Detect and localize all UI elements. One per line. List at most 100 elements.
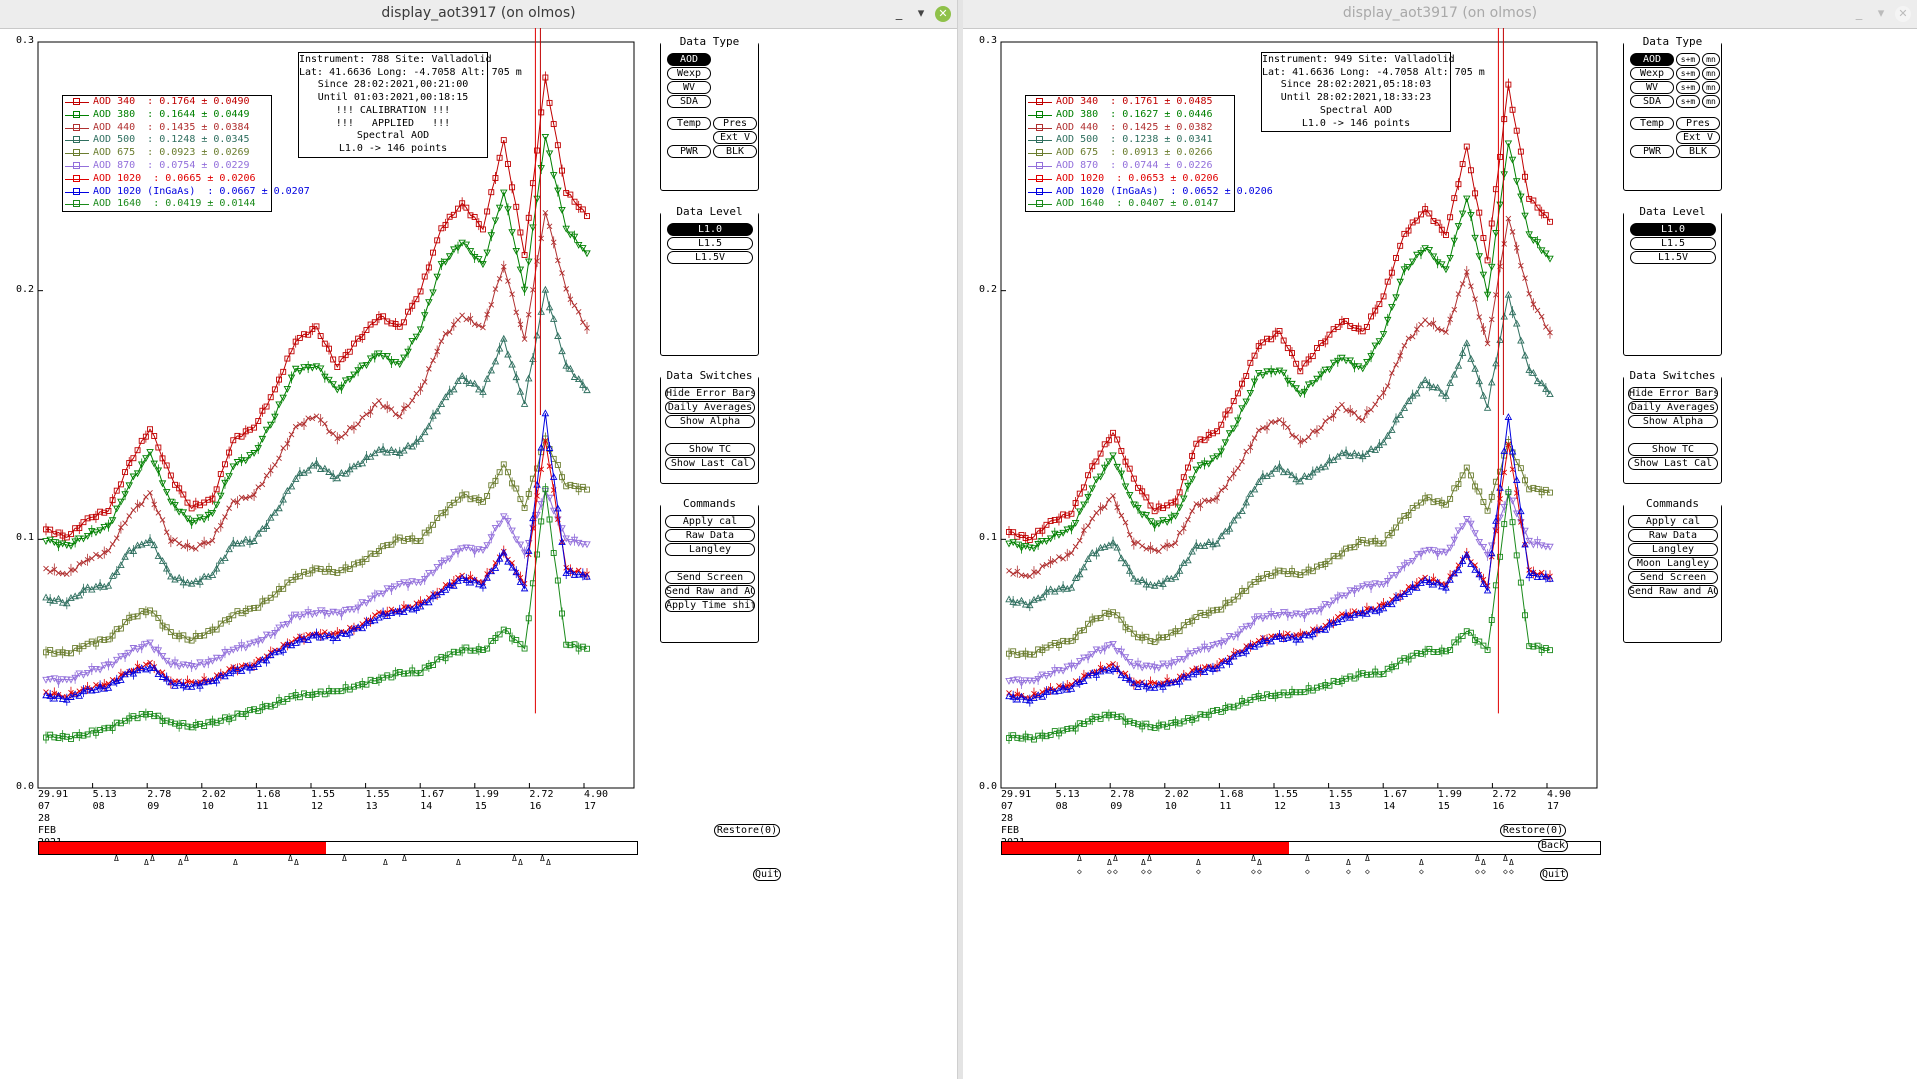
data-type-button-sda[interactable]: SDA [1630,95,1674,108]
data-point [1521,351,1529,359]
day-marker-icon: Δ [288,854,293,863]
data-type-extra-mn[interactable]: mn [1702,81,1720,94]
data-type-button-sda[interactable]: SDA [667,95,711,108]
data-point [187,516,196,529]
switch-button-show-alpha[interactable]: Show Alpha [665,415,755,428]
date-label: 28 [1001,813,1014,824]
data-level-button-l1-5v[interactable]: L1.5V [667,251,753,264]
minimize-icon[interactable]: _ [1855,6,1863,21]
data-type-extra-mn[interactable]: mn [1702,67,1720,80]
data-point [1388,526,1395,539]
switch-button-show-tc[interactable]: Show TC [1628,443,1718,456]
data-type-button-wexp[interactable]: Wexp [667,67,711,80]
data-point [1447,214,1454,221]
command-button-raw-data[interactable]: Raw Data [1628,529,1718,542]
data-point [1368,313,1375,320]
data-point [413,670,420,677]
switch-button-show-tc[interactable]: Show TC [665,443,755,456]
data-point [1300,472,1309,479]
command-button-langley[interactable]: Langley [1628,543,1718,556]
data-point [272,462,278,468]
command-button-send-screen[interactable]: Send Screen [665,571,755,584]
data-point [212,674,221,687]
data-point [1071,574,1080,581]
command-button-send-raw-and-aod[interactable]: Send Raw and AOD [665,585,755,598]
data-type-button-pres[interactable]: Pres [1676,117,1720,130]
data-point [1189,667,1195,673]
timeline-bar[interactable] [1001,841,1601,855]
x-tick-label: 1.99 15 [1438,789,1462,813]
data-type-extra-s-m[interactable]: s+m [1676,53,1700,66]
switch-button-show-last-cal[interactable]: Show Last Cal [665,457,755,470]
data-type-button-wv[interactable]: WV [1630,81,1674,94]
data-type-extra-s-m[interactable]: s+m [1676,95,1700,108]
maximize-icon[interactable]: ▾ [1877,6,1885,21]
maximize-icon[interactable]: ▾ [917,6,925,21]
data-type-extra-s-m[interactable]: s+m [1676,67,1700,80]
data-point [525,311,532,318]
data-level-button-l1-0[interactable]: L1.0 [667,223,753,236]
series-line-aod-1640 [1008,492,1551,741]
data-point [1488,490,1495,503]
data-point [1314,563,1320,570]
data-type-button-pwr[interactable]: PWR [667,145,711,158]
data-type-button-temp[interactable]: Temp [1630,117,1674,130]
data-level-button-l1-0[interactable]: L1.0 [1630,223,1716,236]
data-point [1358,583,1367,591]
close-icon[interactable]: ✕ [935,6,951,22]
data-type-button-aod[interactable]: AOD [1630,53,1674,66]
data-point [1297,689,1304,696]
data-type-button-aod[interactable]: AOD [667,53,711,66]
command-button-apply-time-shift[interactable]: Apply Time shift [665,599,755,612]
close-icon[interactable]: ✕ [1895,6,1911,22]
day-marker-icon: Δ [150,854,155,863]
command-button-raw-data[interactable]: Raw Data [665,529,755,542]
switch-button-daily-averages[interactable]: Daily Averages [1628,401,1718,414]
data-level-button-l1-5[interactable]: L1.5 [667,237,753,250]
data-type-extra-mn[interactable]: mn [1702,95,1720,108]
data-point [1484,646,1491,653]
data-type-button-temp[interactable]: Temp [667,117,711,130]
command-button-apply-cal[interactable]: Apply cal [1628,515,1718,528]
quit-button[interactable]: Quit [1540,868,1568,881]
restore-button[interactable]: Restore(0) [1500,824,1566,837]
command-button-langley[interactable]: Langley [665,543,755,556]
switch-button-hide-error-bars[interactable]: Hide Error Bars [1628,387,1718,400]
switch-button-show-last-cal[interactable]: Show Last Cal [1628,457,1718,470]
data-type-extra-mn[interactable]: mn [1702,53,1720,66]
data-type-button-wexp[interactable]: Wexp [1630,67,1674,80]
data-point [263,403,270,410]
minimize-icon[interactable]: _ [895,6,903,21]
command-button-moon-langley[interactable]: Moon Langley [1628,557,1718,570]
data-type-button-blk[interactable]: BLK [1676,145,1720,158]
data-point [1113,543,1121,551]
legend-marker [65,174,89,182]
timeline-bar[interactable] [38,841,638,855]
switch-button-show-alpha[interactable]: Show Alpha [1628,415,1718,428]
data-type-button-blk[interactable]: BLK [713,145,757,158]
data-type-button-pres[interactable]: Pres [713,117,757,130]
switch-button-hide-error-bars[interactable]: Hide Error Bars [665,387,755,400]
data-type-button-ext-v[interactable]: Ext V [1676,131,1720,144]
window-titlebar[interactable]: display_aot3917 (on olmos) _ ▾ ✕ [0,0,957,29]
restore-button[interactable]: Restore(0) [714,824,780,837]
data-point [483,573,491,581]
command-button-send-raw-and-aod[interactable]: Send Raw and AOD [1628,585,1718,598]
data-type-extra-s-m[interactable]: s+m [1676,81,1700,94]
data-point [1405,653,1412,666]
switch-button-daily-averages[interactable]: Daily Averages [665,401,755,414]
back-button[interactable]: Back [1538,839,1568,852]
data-level-button-l1-5v[interactable]: L1.5V [1630,251,1716,264]
data-type-button-pwr[interactable]: PWR [1630,145,1674,158]
command-button-send-screen[interactable]: Send Screen [1628,571,1718,584]
data-point [1329,618,1338,626]
data-point [1505,441,1512,448]
data-point [163,529,170,535]
data-level-button-l1-5[interactable]: L1.5 [1630,237,1716,250]
data-type-button-wv[interactable]: WV [667,81,711,94]
quit-button[interactable]: Quit [753,868,781,881]
window-titlebar[interactable]: display_aot3917 (on olmos) _ ▾ ✕ [963,0,1917,29]
data-point [1018,735,1025,742]
data-type-button-ext-v[interactable]: Ext V [713,131,757,144]
command-button-apply-cal[interactable]: Apply cal [665,515,755,528]
